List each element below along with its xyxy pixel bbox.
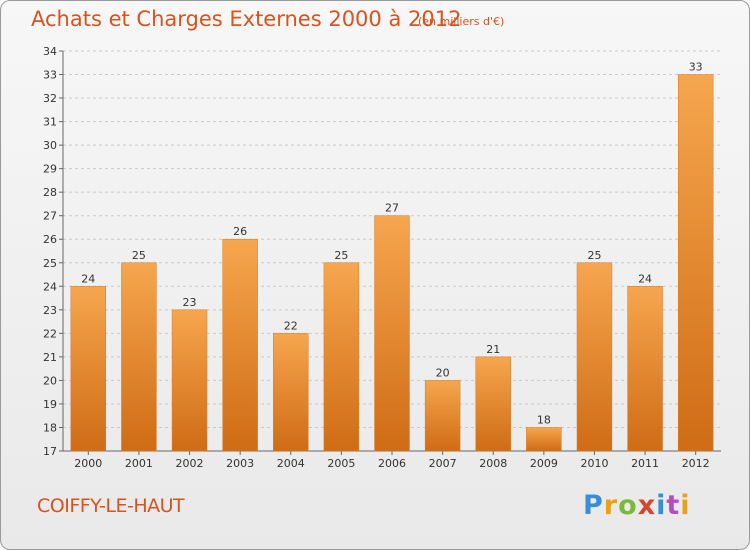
value-label: 20 [436, 366, 450, 379]
value-label: 23 [183, 296, 197, 309]
logo-letter: r [603, 490, 619, 521]
y-tick-label: 33 [43, 69, 57, 82]
y-tick-label: 21 [43, 351, 57, 364]
chart-title: Achats et Charges Externes 2000 à 2012 [31, 7, 462, 31]
y-tick-label: 34 [43, 45, 57, 58]
y-tick-label: 29 [43, 163, 57, 176]
value-label: 26 [233, 225, 247, 238]
x-tick-label: 2004 [277, 457, 305, 470]
y-tick-label: 23 [43, 304, 57, 317]
bar-2011 [627, 286, 663, 452]
x-tick-label: 2007 [429, 457, 457, 470]
value-label: 25 [132, 249, 146, 262]
x-tick-label: 2000 [74, 457, 102, 470]
y-tick-label: 27 [43, 210, 57, 223]
y-tick-label: 17 [43, 445, 57, 458]
value-label: 18 [537, 413, 551, 426]
x-tick-label: 2003 [226, 457, 254, 470]
value-label: 33 [689, 61, 703, 74]
proxiti-logo[interactable]: Proxiti [583, 490, 691, 521]
x-tick-label: 2008 [479, 457, 507, 470]
y-tick-label: 28 [43, 186, 57, 199]
y-tick-label: 26 [43, 233, 57, 246]
value-label: 22 [284, 319, 298, 332]
bar-2008 [475, 356, 511, 452]
x-tick-label: 2009 [530, 457, 558, 470]
y-tick-label: 22 [43, 327, 57, 340]
x-tick-label: 2005 [327, 457, 355, 470]
bar-2012 [677, 74, 714, 452]
value-label: 27 [385, 202, 399, 215]
y-tick-label: 30 [43, 139, 57, 152]
y-tick-label: 25 [43, 257, 57, 270]
logo-letter: t [666, 490, 681, 521]
value-label: 21 [486, 343, 500, 356]
bar-2006 [374, 215, 410, 452]
logo-letter: P [583, 490, 604, 521]
bar-2001 [121, 262, 157, 452]
bar-2004 [273, 333, 309, 452]
x-tick-label: 2011 [631, 457, 659, 470]
y-tick-label: 32 [43, 92, 57, 105]
value-label: 24 [638, 272, 652, 285]
y-tick-label: 24 [43, 280, 57, 293]
x-tick-label: 2001 [125, 457, 153, 470]
y-tick-label: 18 [43, 421, 57, 434]
bar-2005 [323, 262, 360, 452]
logo-letter: i [680, 490, 691, 521]
city-name: COIFFY-LE-HAUT [37, 495, 185, 517]
bar-2010 [576, 262, 613, 452]
labels: 17 18 19 20 21 22 23 24 25 26 27 28 29 30 31 32 33 34 24 20… [43, 45, 710, 470]
value-label: 24 [81, 272, 95, 285]
bar-2007 [424, 380, 461, 452]
x-tick-label: 2012 [682, 457, 710, 470]
value-label: 25 [587, 249, 601, 262]
bar-2009 [526, 427, 562, 452]
y-tick-label: 31 [43, 116, 57, 129]
y-tick-label: 19 [43, 398, 57, 411]
y-tick-label: 20 [43, 374, 57, 387]
bar-2000 [70, 286, 107, 452]
value-label: 25 [334, 249, 348, 262]
x-tick-label: 2006 [378, 457, 406, 470]
x-tick-label: 2010 [580, 457, 608, 470]
logo-letter: x [637, 490, 657, 521]
logo-letter: i [656, 490, 667, 521]
logo-letter: o [618, 490, 638, 521]
bar-2002 [171, 309, 208, 452]
x-tick-label: 2002 [176, 457, 204, 470]
bars [70, 74, 714, 452]
bar-2003 [222, 238, 258, 452]
chart-subtitle: (en milliers d'€) [418, 15, 505, 28]
